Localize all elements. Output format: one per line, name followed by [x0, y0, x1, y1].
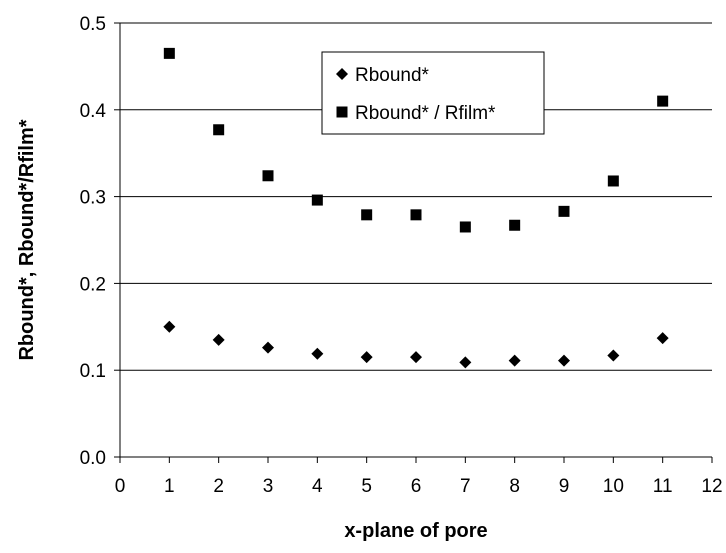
x-tick-label: 1	[164, 476, 175, 497]
diamond-marker	[410, 351, 422, 364]
square-marker	[213, 124, 225, 136]
x-tick-label: 3	[263, 476, 274, 497]
y-tick-label: 0.1	[80, 361, 106, 382]
x-tick-label: 4	[312, 476, 323, 497]
x-axis-title: x-plane of pore	[344, 520, 487, 542]
x-tick-label: 12	[701, 476, 722, 497]
square-marker	[607, 175, 619, 187]
square-marker	[361, 209, 373, 221]
x-tick-label: 5	[361, 476, 372, 497]
legend-box	[321, 51, 545, 135]
series-2	[163, 47, 669, 233]
series-1	[163, 320, 669, 369]
diamond-marker	[656, 332, 669, 345]
square-marker	[163, 47, 175, 59]
diamond-marker	[607, 349, 620, 362]
data-points	[163, 47, 669, 369]
y-tick-label: 0.3	[80, 188, 106, 209]
legend: Rbound* Rbound* / Rfilm*	[321, 51, 545, 135]
square-marker	[459, 221, 471, 233]
y-tick-label: 0.2	[80, 274, 106, 295]
diamond-marker	[262, 341, 274, 354]
gridlines	[120, 22, 712, 371]
square-marker	[262, 170, 274, 182]
square-marker	[311, 194, 323, 206]
x-tick-label: 10	[603, 476, 624, 497]
square-marker	[657, 95, 669, 107]
legend-label: Rbound* / Rfilm*	[355, 103, 496, 124]
x-tick-label: 0	[115, 476, 126, 497]
square-marker	[410, 209, 422, 221]
y-axis-ticks: 0.0 0.1 0.2 0.3 0.4 0.5	[80, 14, 120, 469]
diamond-marker	[163, 320, 176, 333]
square-marker	[509, 219, 521, 231]
x-tick-label: 2	[213, 476, 224, 497]
y-tick-label: 0.0	[80, 448, 106, 469]
x-axis-ticks: 0 1 2 3 4 5 6 7 8 9 10 11 12	[115, 457, 723, 497]
legend-marker-diamond	[336, 68, 348, 80]
legend-items: Rbound* Rbound* / Rfilm*	[336, 65, 496, 124]
legend-marker-square	[336, 106, 348, 118]
y-tick-label: 0.4	[80, 101, 107, 122]
diamond-marker	[508, 354, 521, 367]
x-tick-label: 11	[653, 476, 673, 497]
diamond-marker	[311, 347, 324, 360]
y-tick-label: 0.5	[80, 14, 106, 35]
diamond-marker	[459, 356, 472, 369]
x-tick-label: 9	[559, 476, 570, 497]
x-tick-label: 8	[509, 476, 520, 497]
square-marker	[558, 205, 570, 217]
y-axis-title: Rbound*, Rbound*/Rfilm*	[16, 119, 38, 360]
legend-label: Rbound*	[355, 65, 430, 86]
diamond-marker	[360, 351, 373, 364]
x-tick-label: 7	[460, 476, 471, 497]
diamond-marker	[212, 333, 225, 346]
diamond-marker	[558, 354, 570, 367]
x-tick-label: 6	[411, 476, 422, 497]
